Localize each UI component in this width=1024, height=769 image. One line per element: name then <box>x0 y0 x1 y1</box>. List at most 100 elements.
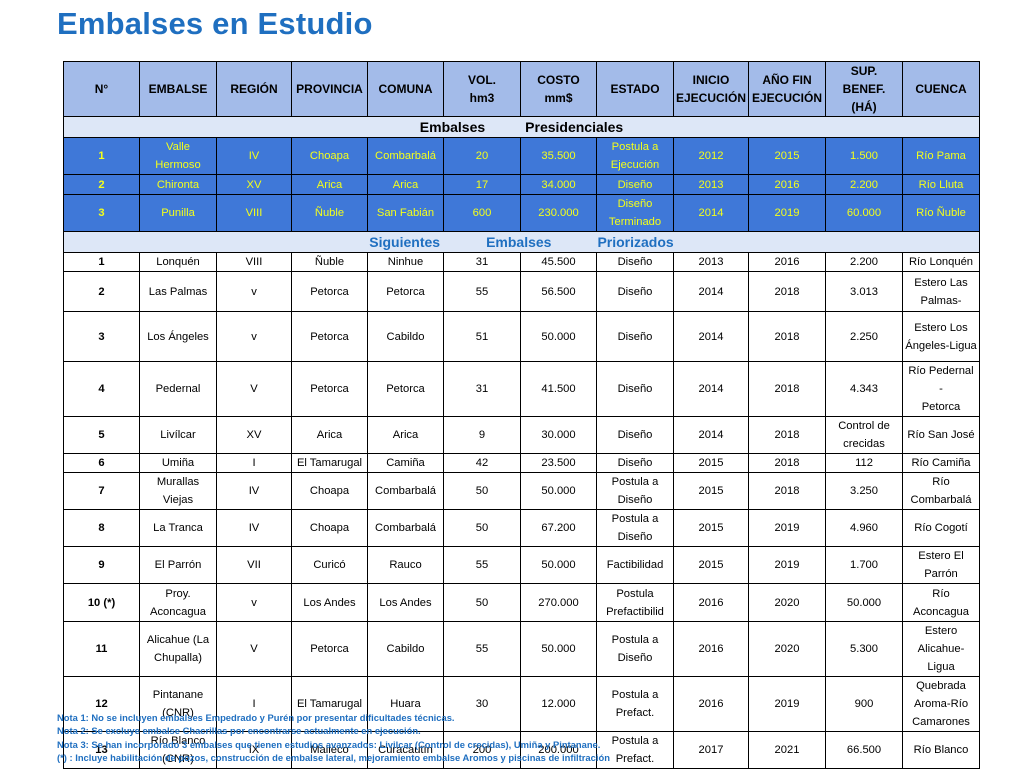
cell-region: V <box>216 621 292 677</box>
cell-costo: 23.500 <box>520 453 597 473</box>
cell-comuna: Ninhue <box>367 252 444 272</box>
cell-region: IV <box>216 137 292 175</box>
cell-inicio: 2016 <box>673 676 749 732</box>
cell-costo: 56.500 <box>520 271 597 312</box>
cell-fin: 2018 <box>748 453 826 473</box>
table-row: 10 (*) Proy. Aconcagua v Los Andes Los Andes 5… <box>63 583 980 622</box>
table-row: 2 Las Palmas v Petorca Petorca 55 56.500 Diseño… <box>63 271 980 312</box>
cell-costo: 50.000 <box>520 621 597 677</box>
cell-fin: 2019 <box>748 194 826 232</box>
header-comuna: COMUNA <box>367 61 444 117</box>
cell-costo: 230.000 <box>520 194 597 232</box>
header-number: N° <box>63 61 140 117</box>
section-priorizados-cell: Siguientes Embalses Priorizados <box>63 231 980 253</box>
cell-inicio: 2015 <box>673 546 749 584</box>
cell-embalse: La Tranca <box>139 509 217 547</box>
cell-region: VIII <box>216 194 292 232</box>
cell-costo: 34.000 <box>520 174 597 195</box>
table-row: 2 Chironta XV Arica Arica 17 34.000 Diseño 2013 2… <box>63 174 980 195</box>
cell-comuna: Curacautín <box>367 731 444 769</box>
cell-region: VIII <box>216 252 292 272</box>
cell-number: 2 <box>63 174 140 195</box>
table-row: 9 El Parrón VII Curicó Rauco 55 50.000 Factibil… <box>63 546 980 584</box>
cell-embalse: Punilla <box>139 194 217 232</box>
cell-costo: 35.500 <box>520 137 597 175</box>
cell-inicio: 2014 <box>673 271 749 312</box>
header-region: REGIÓN <box>216 61 292 117</box>
cell-cuenca: Estero Los Ángeles-Ligua <box>902 311 980 362</box>
cell-provincia: Choapa <box>291 509 368 547</box>
cell-comuna: Los Andes <box>367 583 444 622</box>
cell-cuenca: Río Pama <box>902 137 980 175</box>
header-row: N° EMBALSE REGIÓN PROVINCIA COMUNA VOL. h… <box>63 61 980 117</box>
cell-comuna: Cabildo <box>367 621 444 677</box>
header-embalse: EMBALSE <box>139 61 217 117</box>
cell-fin: 2018 <box>748 416 826 454</box>
cell-fin: 2021 <box>748 731 826 769</box>
cell-costo: 50.000 <box>520 546 597 584</box>
cell-estado: Diseño <box>596 361 674 417</box>
cell-inicio: 2014 <box>673 361 749 417</box>
cell-number: 10 (*) <box>63 583 140 622</box>
footnote: Nota 3: Se han incorporado 3 embalses qu… <box>57 738 601 750</box>
cell-provincia: Petorca <box>291 621 368 677</box>
cell-number: 9 <box>63 546 140 584</box>
cell-cuenca: Río San José <box>902 416 980 454</box>
cell-comuna: Combarbalá <box>367 509 444 547</box>
cell-superficie: 60.000 <box>825 194 903 232</box>
section-priorizados-label: Siguientes Embalses Priorizados <box>65 233 979 252</box>
table-row: 3 Los Ángeles v Petorca Cabildo 51 50.000 Diseñ… <box>63 311 980 362</box>
cell-volumen: 17 <box>443 174 521 195</box>
cell-number: 4 <box>63 361 140 417</box>
cell-inicio: 2015 <box>673 509 749 547</box>
header-volumen: VOL. hm3 <box>443 61 521 117</box>
cell-cuenca: Estero Las Palmas- <box>902 271 980 312</box>
cell-embalse: Pedernal <box>139 361 217 417</box>
page-title: Embalses en Estudio <box>57 6 373 41</box>
cell-inicio: 2014 <box>673 194 749 232</box>
cell-inicio: 2017 <box>673 731 749 769</box>
cell-superficie: 3.250 <box>825 472 903 510</box>
cell-costo: 67.200 <box>520 509 597 547</box>
cell-fin: 2018 <box>748 271 826 312</box>
section-priorizados: Siguientes Embalses Priorizados <box>63 231 980 253</box>
cell-superficie: 900 <box>825 676 903 732</box>
cell-estado: Diseño Terminado <box>596 194 674 232</box>
cell-inicio: 2014 <box>673 416 749 454</box>
cell-embalse: Valle Hermoso <box>139 137 217 175</box>
cell-fin: 2020 <box>748 621 826 677</box>
cell-region: VII <box>216 546 292 584</box>
table-row: 11 Alicahue (La Chupalla) V Petorca Cabildo 55… <box>63 621 980 677</box>
section-presidenciales-word: Presidenciales <box>525 119 624 135</box>
cell-superficie: 2.200 <box>825 174 903 195</box>
cell-estado: Diseño <box>596 174 674 195</box>
cell-fin: 2016 <box>748 174 826 195</box>
cell-comuna: Petorca <box>367 361 444 417</box>
footnote: Nota 1: No se incluyen embalses Empedrad… <box>57 712 455 723</box>
cell-number: 6 <box>63 453 140 473</box>
cell-inicio: 2016 <box>673 621 749 677</box>
cell-inicio: 2015 <box>673 472 749 510</box>
cell-number: 11 <box>63 621 140 677</box>
header-cuenca: CUENCA <box>902 61 980 117</box>
cell-volumen: 600 <box>443 194 521 232</box>
cell-comuna: Arica <box>367 174 444 195</box>
cell-comuna: Camiña <box>367 453 444 473</box>
cell-cuenca: Quebrada Aroma-Río Camarones <box>902 676 980 732</box>
cell-cuenca: Río Pedernal - Petorca <box>902 361 980 417</box>
cell-volumen: 31 <box>443 361 521 417</box>
cell-costo: 50.000 <box>520 472 597 510</box>
cell-embalse: Las Palmas <box>139 271 217 312</box>
section-presidenciales: Embalses Presidenciales <box>63 116 980 138</box>
table-row: 12 Pintanane (CNR) I El Tamarugal Huara 30 12.0… <box>63 676 980 732</box>
cell-cuenca: Río Ñuble <box>902 194 980 232</box>
cell-cuenca: Río Camiña <box>902 453 980 473</box>
cell-volumen: 55 <box>443 271 521 312</box>
cell-inicio: 2016 <box>673 583 749 622</box>
cell-cuenca: Río Blanco <box>902 731 980 769</box>
cell-costo: 50.000 <box>520 311 597 362</box>
cell-number: 8 <box>63 509 140 547</box>
cell-fin: 2018 <box>748 361 826 417</box>
table-row: 1 Valle Hermoso IV Choapa Combarbalá 20 35.500 P… <box>63 137 980 175</box>
cell-estado: Postula Prefactibilid <box>596 583 674 622</box>
